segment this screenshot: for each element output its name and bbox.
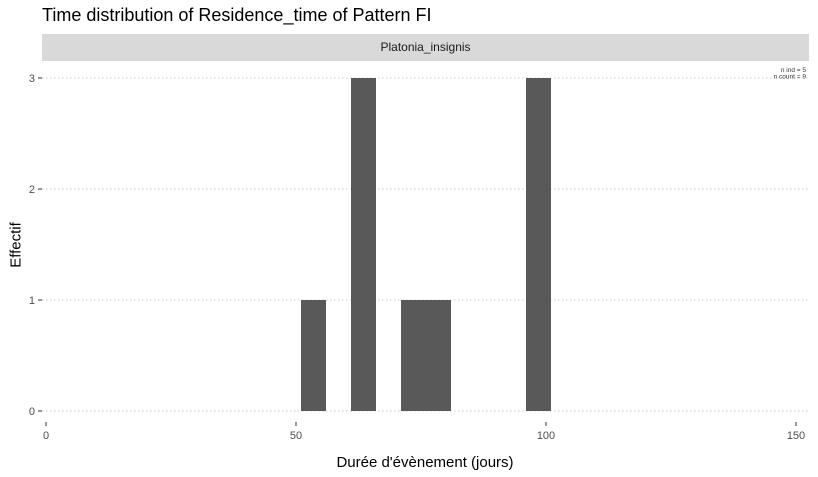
y-tick-label-3: 3 xyxy=(29,73,35,85)
bars xyxy=(301,78,551,411)
y-tick-label-1: 1 xyxy=(29,295,35,307)
y-tick-label-0: 0 xyxy=(29,406,35,418)
annotations: n ind = 5n count = 9 xyxy=(774,67,807,81)
bar-1 xyxy=(351,78,376,411)
bar-2 xyxy=(401,300,426,411)
x-tick-label-150: 150 xyxy=(787,430,805,442)
facet-strip: Platonia_insignis xyxy=(42,34,809,61)
annotation-0: n ind = 5 xyxy=(781,67,807,74)
bar-3 xyxy=(426,300,451,411)
facet-label: Platonia_insignis xyxy=(380,40,471,54)
chart-title: Time distribution of Residence_time of P… xyxy=(42,5,432,25)
bar-0 xyxy=(301,300,326,411)
x-axis-label: Durée d'évènement (jours) xyxy=(336,454,514,471)
x-tick-label-0: 0 xyxy=(43,430,49,442)
x-tick-label-50: 50 xyxy=(290,430,302,442)
annotation-1: n count = 9 xyxy=(774,74,807,81)
y-tick-label-2: 2 xyxy=(29,184,35,196)
x-tick-label-100: 100 xyxy=(537,430,555,442)
y-ticks: 0 1 2 3 xyxy=(29,73,42,418)
bar-4 xyxy=(526,78,551,411)
x-ticks: 0 50 100 150 xyxy=(43,422,805,442)
